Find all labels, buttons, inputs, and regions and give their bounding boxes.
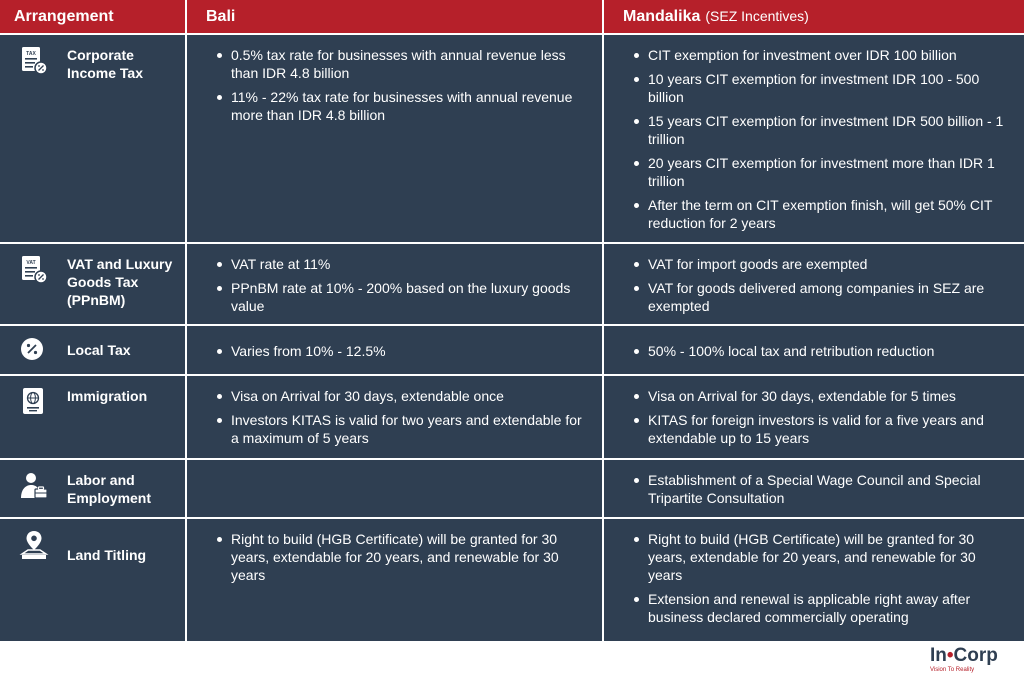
table-row: Land Titling Right to build (HGB Certifi… — [0, 519, 1024, 641]
mandalika-cell: Visa on Arrival for 30 days, extendable … — [604, 376, 1024, 458]
bali-list: Varies from 10% - 12.5% — [187, 326, 602, 360]
bali-list: VAT rate at 11% PPnBM rate at 10% - 200%… — [187, 244, 602, 315]
svg-text:TAX: TAX — [26, 51, 36, 57]
list-item: Varies from 10% - 12.5% — [187, 342, 602, 360]
list-item: KITAS for foreign investors is valid for… — [604, 411, 1024, 447]
category-label: Labor and Employment — [67, 472, 152, 506]
worker-briefcase-icon — [19, 470, 49, 502]
mandalika-list: 50% - 100% local tax and retribution red… — [604, 326, 1024, 360]
bali-list: Right to build (HGB Certificate) will be… — [187, 519, 602, 584]
bali-cell — [187, 460, 602, 517]
mandalika-cell: CIT exemption for investment over IDR 10… — [604, 35, 1024, 242]
row-divider — [0, 324, 1024, 326]
list-item: Extension and renewal is applicable righ… — [604, 590, 1024, 626]
bali-cell: Visa on Arrival for 30 days, extendable … — [187, 376, 602, 458]
tax-document-icon: TAX — [19, 45, 49, 77]
incorp-logo: In•Corp Vision To Reality — [930, 646, 1010, 676]
table-row: Local Tax Varies from 10% - 12.5% 50% - … — [0, 326, 1024, 374]
comparison-table: Arrangement Bali Mandalika (SEZ Incentive… — [0, 0, 1024, 641]
row-divider — [0, 242, 1024, 244]
list-item: 11% - 22% tax rate for businesses with a… — [187, 88, 602, 124]
row-divider — [0, 458, 1024, 460]
category-cell: Immigration — [0, 376, 185, 458]
header-bali: Bali — [206, 8, 236, 25]
list-item: Visa on Arrival for 30 days, extendable … — [187, 387, 602, 405]
bali-cell: Right to build (HGB Certificate) will be… — [187, 519, 602, 641]
list-item: 20 years CIT exemption for investment mo… — [604, 154, 1024, 190]
mandalika-list: Visa on Arrival for 30 days, extendable … — [604, 376, 1024, 447]
list-item: 50% - 100% local tax and retribution red… — [604, 342, 1024, 360]
category-cell: VAT VAT and Luxury Goods Tax (PPnBM) — [0, 244, 185, 324]
header-mandalika: Mandalika (SEZ Incentives) — [623, 0, 809, 33]
row-divider — [0, 33, 1024, 35]
bali-cell: Varies from 10% - 12.5% — [187, 326, 602, 374]
category-label: VAT and Luxury Goods Tax (PPnBM) — [67, 256, 173, 308]
header-mandalika-title: Mandalika — [623, 8, 701, 25]
mandalika-cell: VAT for import goods are exempted VAT fo… — [604, 244, 1024, 324]
list-item: VAT for goods delivered among companies … — [604, 279, 1024, 315]
list-item: PPnBM rate at 10% - 200% based on the lu… — [187, 279, 602, 315]
logo-wordmark: In•Corp — [930, 645, 998, 666]
mandalika-list: VAT for import goods are exempted VAT fo… — [604, 244, 1024, 315]
list-item: Investors KITAS is valid for two years a… — [187, 411, 602, 447]
list-item: After the term on CIT exemption finish, … — [604, 196, 1024, 232]
category-label: Corporate Income Tax — [67, 47, 143, 81]
list-item: Right to build (HGB Certificate) will be… — [187, 530, 602, 584]
column-divider — [602, 0, 604, 641]
category-cell: Land Titling — [0, 519, 185, 641]
list-item: Visa on Arrival for 30 days, extendable … — [604, 387, 1024, 405]
mandalika-list: Right to build (HGB Certificate) will be… — [604, 519, 1024, 626]
list-item: 15 years CIT exemption for investment ID… — [604, 112, 1024, 148]
svg-text:VAT: VAT — [26, 260, 35, 266]
mandalika-cell: Establishment of a Special Wage Council … — [604, 460, 1024, 517]
category-label: Land Titling — [67, 547, 147, 563]
table-header: Arrangement Bali Mandalika (SEZ Incentive… — [0, 0, 1024, 33]
list-item: VAT rate at 11% — [187, 255, 602, 273]
list-item: Right to build (HGB Certificate) will be… — [604, 530, 1024, 584]
column-divider — [185, 0, 187, 641]
passport-icon — [19, 386, 49, 418]
percent-badge-icon — [19, 336, 49, 362]
mandalika-cell: Right to build (HGB Certificate) will be… — [604, 519, 1024, 641]
table-row: Labor and Employment Establishment of a … — [0, 460, 1024, 517]
table-row: TAX Corporate Income Tax 0.5% tax rate f… — [0, 35, 1024, 242]
list-item: VAT for import goods are exempted — [604, 255, 1024, 273]
header-arrangement: Arrangement — [14, 8, 114, 25]
mandalika-list: Establishment of a Special Wage Council … — [604, 460, 1024, 507]
logo-tagline: Vision To Reality — [930, 667, 975, 673]
category-label: Local Tax — [67, 342, 131, 358]
category-cell: TAX Corporate Income Tax — [0, 35, 185, 242]
land-pin-icon — [19, 529, 49, 561]
header-mandalika-subtitle: (SEZ Incentives) — [705, 8, 809, 24]
mandalika-list: CIT exemption for investment over IDR 10… — [604, 35, 1024, 232]
table-row: VAT VAT and Luxury Goods Tax (PPnBM) VAT… — [0, 244, 1024, 324]
list-item: CIT exemption for investment over IDR 10… — [604, 46, 1024, 64]
category-label: Immigration — [67, 388, 148, 404]
bali-list: Visa on Arrival for 30 days, extendable … — [187, 376, 602, 447]
list-item: Establishment of a Special Wage Council … — [604, 471, 1024, 507]
bali-cell: 0.5% tax rate for businesses with annual… — [187, 35, 602, 242]
mandalika-cell: 50% - 100% local tax and retribution red… — [604, 326, 1024, 374]
category-cell: Local Tax — [0, 326, 185, 374]
category-cell: Labor and Employment — [0, 460, 185, 517]
bali-cell: VAT rate at 11% PPnBM rate at 10% - 200%… — [187, 244, 602, 324]
row-divider — [0, 374, 1024, 376]
bali-list: 0.5% tax rate for businesses with annual… — [187, 35, 602, 124]
vat-document-icon: VAT — [19, 254, 49, 286]
list-item: 10 years CIT exemption for investment ID… — [604, 70, 1024, 106]
table-row: Immigration Visa on Arrival for 30 days,… — [0, 376, 1024, 458]
list-item: 0.5% tax rate for businesses with annual… — [187, 46, 602, 82]
row-divider — [0, 517, 1024, 519]
